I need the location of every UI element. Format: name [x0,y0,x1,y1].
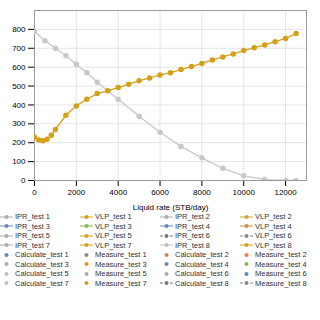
html-text:Measure_test 4: Measure_test 4 [255,259,307,269]
svg-text:100: 100 [12,157,26,166]
html-text:VLP_test 2: VLP_test 2 [255,212,292,221]
html-text:IPR_test 7: IPR_test 7 [15,240,50,250]
html-text:Measure_test 8: Measure_test 8 [255,278,307,288]
html-text:IPR_test 8: IPR_test 8 [175,240,210,250]
svg-text:200: 200 [12,138,26,147]
html-text:Calculate_test 4: Calculate_test 4 [175,259,229,269]
svg-text:300: 300 [12,119,26,128]
svg-text:8000: 8000 [193,188,211,197]
svg-text:4000: 4000 [109,188,127,197]
html-text:VLP_test 3: VLP_test 3 [95,221,132,231]
html-text:VLP_test 5: VLP_test 5 [95,231,132,240]
svg-text:600: 600 [12,63,26,72]
svg-text:6000: 6000 [151,188,169,197]
html-text:IPR_test 3: IPR_test 3 [15,221,50,231]
svg-text:0: 0 [32,188,37,197]
html-text:VLP_test 6: VLP_test 6 [255,231,292,240]
html-text:VLP_test 8: VLP_test 8 [255,240,292,250]
html-text:VLP_test 4: VLP_test 4 [255,221,292,231]
html-text:Calculate_test 8: Calculate_test 8 [175,278,229,288]
svg-text:12000: 12000 [274,188,297,197]
html-text:IPR_test 6: IPR_test 6 [175,231,210,240]
html-text:Calculate_test 1: Calculate_test 1 [15,250,69,259]
html-text:Measure_test 6: Measure_test 6 [255,269,307,278]
html-text:Calculate_test 7: Calculate_test 7 [15,278,69,288]
svg-text:10000: 10000 [233,188,256,197]
html-text:Measure_test 7: Measure_test 7 [95,278,147,288]
svg-text:800: 800 [12,25,26,34]
html-text:Calculate_test 2: Calculate_test 2 [175,250,229,259]
html-text:VLP_test 1: VLP_test 1 [95,212,132,221]
html-text:IPR_test 1: IPR_test 1 [15,212,50,221]
html-text:Measure_test 1: Measure_test 1 [95,250,147,259]
html-text:VLP_test 7: VLP_test 7 [95,240,132,250]
html-text:Measure_test 2: Measure_test 2 [255,250,307,259]
svg-text:500: 500 [12,82,26,91]
html-text:IPR_test 4: IPR_test 4 [175,221,210,231]
svg-text:Liquid rate (STB/day): Liquid rate (STB/day) [133,203,209,212]
svg-text:2000: 2000 [67,188,85,197]
html-text:IPR_test 2: IPR_test 2 [175,212,210,221]
svg-text:700: 700 [12,44,26,53]
html-text:Measure_test 5: Measure_test 5 [95,269,147,278]
svg-text:0: 0 [21,176,26,185]
svg-text:400: 400 [12,101,26,110]
html-text:Calculate_test 3: Calculate_test 3 [15,259,69,269]
html-text:Measure_test 3: Measure_test 3 [95,259,147,269]
html-text:Calculate_test 6: Calculate_test 6 [175,269,229,278]
html-text:Calculate_test 5: Calculate_test 5 [15,269,69,278]
html-text:IPR_test 5: IPR_test 5 [15,231,50,240]
